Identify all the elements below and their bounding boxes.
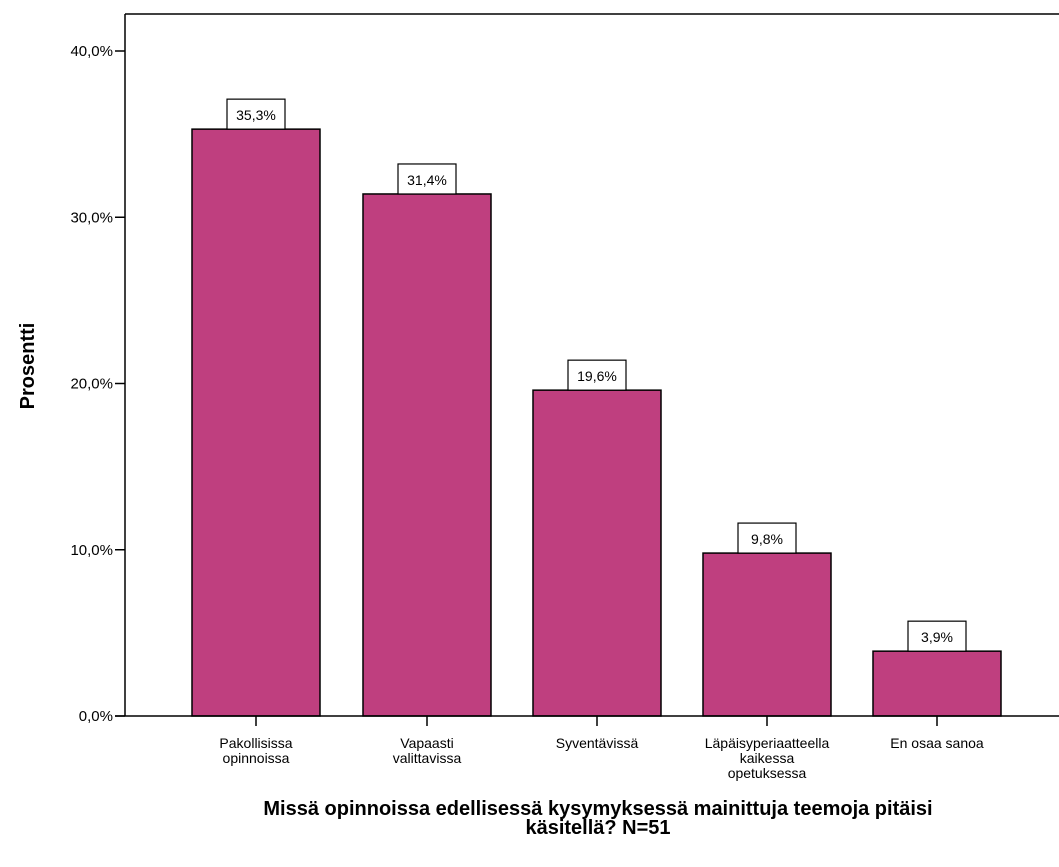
- x-tick-label-line: Läpäisyperiaatteella: [705, 735, 830, 751]
- x-tick-label-line: opetuksessa: [728, 765, 807, 781]
- x-tick-label-1: Pakollisissa opinnoissa: [219, 735, 292, 766]
- bar-1: [191, 128, 321, 717]
- x-tick-label-line: Pakollisissa: [219, 735, 292, 751]
- value-label-5: 3,9%: [921, 629, 953, 645]
- x-tick-label-line: Syventävissä: [556, 735, 639, 751]
- x-tick-label-2: Vapaasti valittavissa: [393, 735, 462, 766]
- value-label-1: 35,3%: [236, 107, 276, 123]
- x-tick-label-4: Läpäisyperiaatteella kaikessa opetuksessa: [705, 735, 830, 781]
- y-tick-label-2: 20,0%: [70, 376, 113, 393]
- x-axis-title-line: käsitellä? N=51: [525, 817, 670, 839]
- x-tick-label-3: Syventävissä: [556, 735, 639, 751]
- value-label-box-1: [226, 98, 286, 130]
- value-label-box-3: [567, 359, 627, 391]
- x-tick-label-line: kaikessa: [740, 750, 795, 766]
- y-axis-title: Prosentti: [17, 323, 39, 410]
- x-axis-title-line: Missä opinnoissa edellisessä kysymyksess…: [263, 798, 932, 820]
- bar-3: [532, 389, 662, 717]
- y-tick-label-4: 40,0%: [70, 43, 113, 60]
- bar-2: [362, 193, 492, 717]
- x-tick-label-line: En osaa sanoa: [890, 735, 984, 751]
- value-label-2: 31,4%: [407, 172, 447, 188]
- value-label-box-2: [397, 163, 457, 195]
- value-label-4: 9,8%: [751, 531, 783, 547]
- value-label-box-5: [907, 620, 967, 652]
- bar-4: [702, 552, 832, 717]
- x-tick-label-line: valittavissa: [393, 750, 462, 766]
- bar-5: [872, 650, 1002, 717]
- value-label-3: 19,6%: [577, 368, 617, 384]
- x-tick-label-line: opinnoissa: [223, 750, 290, 766]
- x-axis-title: Missä opinnoissa edellisessä kysymyksess…: [263, 798, 932, 839]
- y-tick-label-1: 10,0%: [70, 542, 113, 559]
- y-tick-label-3: 30,0%: [70, 209, 113, 226]
- x-tick-label-5: En osaa sanoa: [890, 735, 984, 751]
- x-tick-label-line: Vapaasti: [400, 735, 453, 751]
- value-label-box-4: [737, 522, 797, 554]
- y-tick-label-0: 0,0%: [79, 708, 113, 725]
